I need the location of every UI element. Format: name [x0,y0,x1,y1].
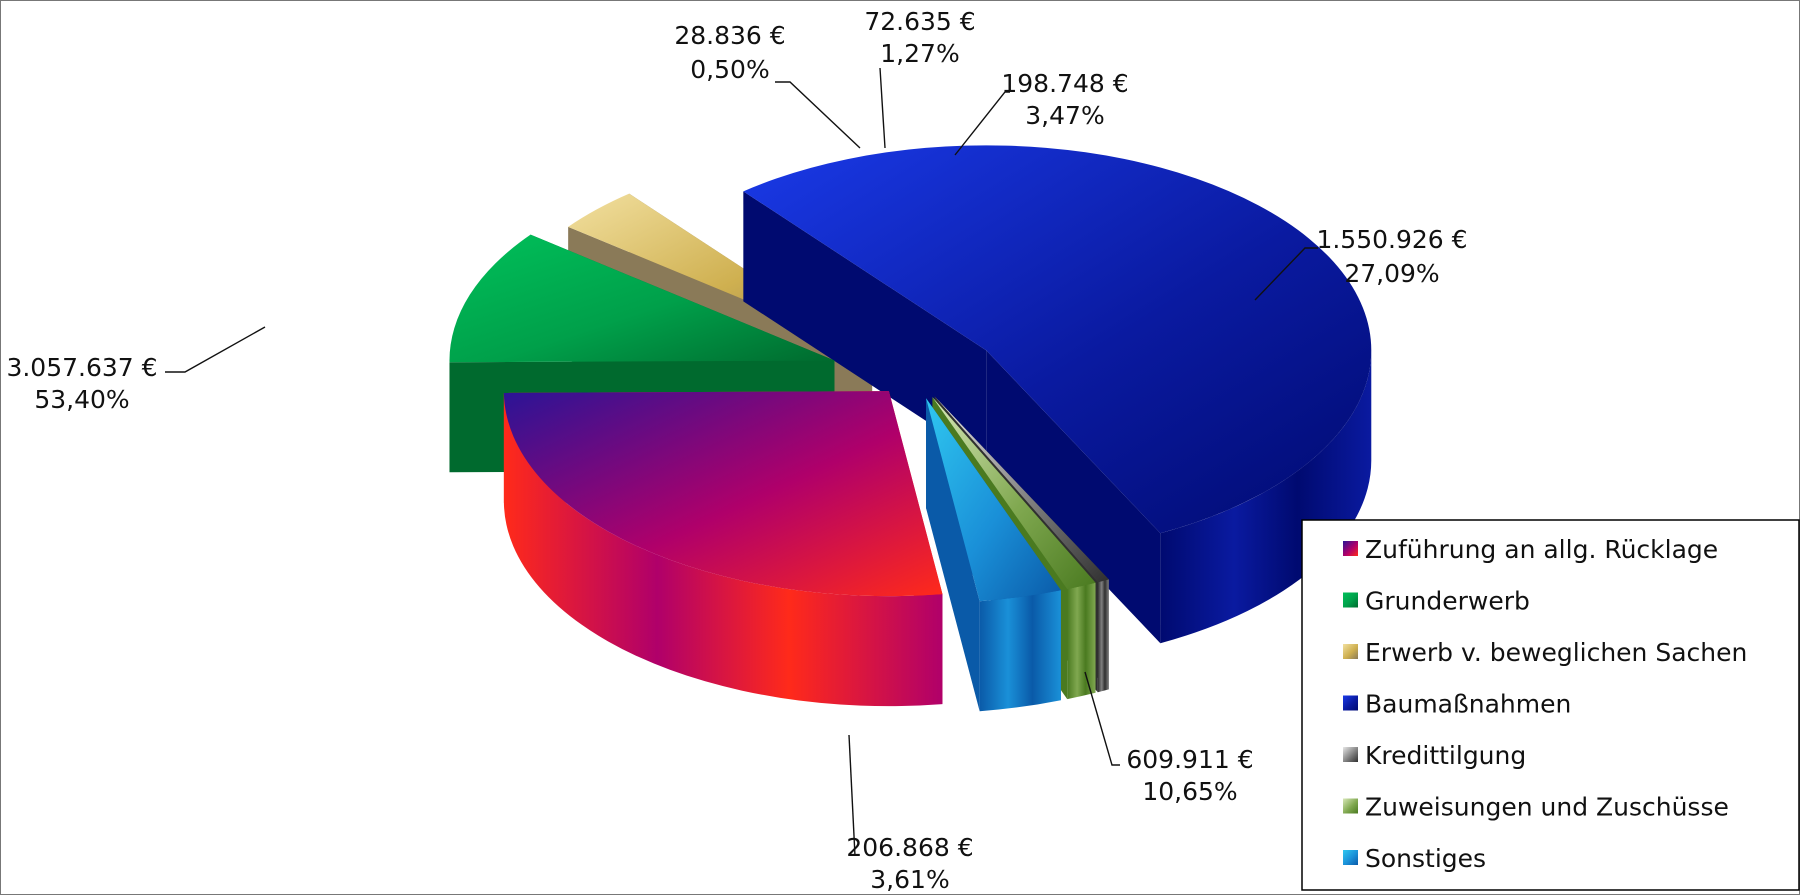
slice-top [932,397,1096,590]
legend-label-bau: Baumaßnahmen [1365,690,1571,719]
value-label-kredit: 28.836 € [674,21,785,50]
leader-line-beweglich [848,734,856,857]
value-label-grund: 609.911 € [1126,745,1253,774]
legend: Zuführung an allg. Rücklage Grunderwerb Er… [1301,519,1800,891]
legend-label-grund: Grunderwerb [1365,587,1530,616]
leader-lines [165,67,1318,857]
value-label-beweglich: 206.868 € [846,833,973,862]
slice-cut-face [743,191,987,461]
slice-side [1067,582,1096,700]
slice-top [934,396,1109,583]
pie-slices [449,145,1372,712]
value-label-ruecklage: 1.550.926 € [1316,225,1467,254]
legend-label-zuweis: Zuweisungen und Zuschüsse [1365,793,1729,822]
legend-label-sonst: Sonstiges [1365,844,1486,873]
slice-top [449,234,835,363]
leader-line-grund [1084,671,1120,766]
slice-cut-face [986,350,1161,644]
slice-side [1097,579,1109,693]
leader-line-zuweis [879,67,886,149]
legend-swatch-kredit [1343,747,1358,762]
percent-label-zuweis: 1,27% [880,39,959,68]
percent-label-sonst: 3,47% [1025,101,1104,130]
slice-top [926,398,1061,602]
leader-line-bau [165,326,266,373]
value-label-bau: 3.057.637 € [6,353,157,382]
data-labels: 1.550.926 € 27,09% 609.911 € 10,65% 206.868 … [6,7,1467,894]
leader-line-kredit [775,81,861,149]
legend-label-ruecklage: Zuführung an allg. Rücklage [1365,535,1718,564]
legend-swatch-grund [1343,592,1358,608]
legend-label-beweglich: Erwerb v. beweglichen Sachen [1365,638,1747,667]
leader-line-sonst [954,91,1010,156]
slice-side [1160,350,1372,644]
legend-swatch-beweglich [1343,644,1358,659]
legend-swatch-bau [1343,695,1358,711]
percent-label-bau: 53,40% [34,385,129,414]
legend-label-kredit: Kredittilgung [1365,741,1526,770]
legend-box [1301,519,1800,891]
legend-swatch-ruecklage [1343,541,1358,556]
legend-swatch-zuweis [1343,798,1358,814]
value-label-sonst: 198.748 € [1001,69,1128,98]
percent-label-ruecklage: 27,09% [1344,259,1439,288]
leader-line-ruecklage [1254,247,1318,301]
slice-top [743,145,1372,534]
slice-cut-face [926,398,980,712]
slice-top [503,391,943,597]
percent-label-beweglich: 3,61% [870,865,949,894]
percent-label-kredit: 0,50% [690,55,769,84]
slice-bau [743,145,1372,644]
slice-ruecklage [503,391,943,707]
value-label-zuweis: 72.635 € [864,7,975,36]
slice-side [979,590,1061,712]
slice-side [503,392,943,707]
legend-swatch-sonst [1343,850,1358,865]
percent-label-grund: 10,65% [1142,777,1237,806]
slice-sonst [926,398,1061,712]
